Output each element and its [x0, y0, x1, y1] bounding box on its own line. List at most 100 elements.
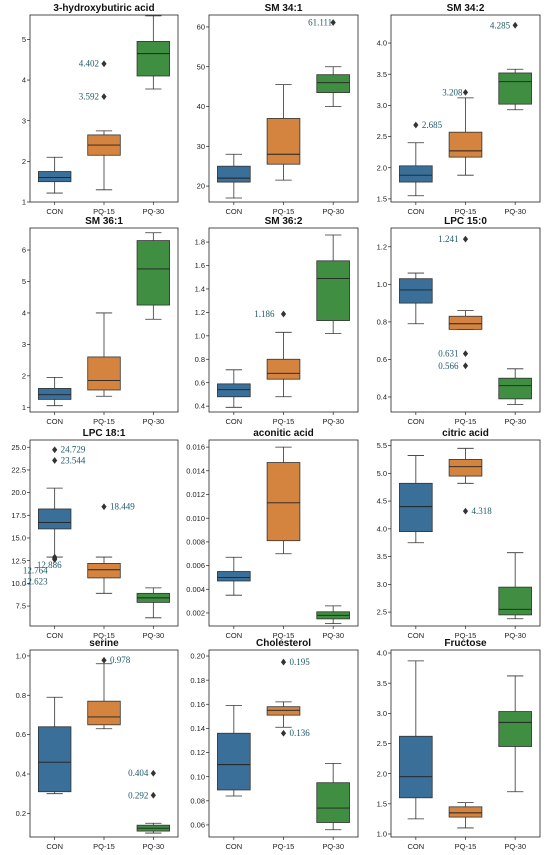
- box-iqr: [498, 377, 532, 400]
- y-tick-label: 5.0: [377, 469, 387, 478]
- box-iqr: [266, 118, 301, 165]
- box-iqr: [37, 508, 72, 530]
- y-tick-label: 0.002: [186, 609, 205, 618]
- box-iqr: [399, 482, 433, 533]
- chart-panel: SM 36:1 1 2 3 4 5 6 CON PQ-15 PQ-30: [22, 216, 179, 426]
- y-tick-label: 4.0: [377, 39, 387, 48]
- chart-title: Fructose: [444, 638, 487, 649]
- y-tick-label: 1.2: [377, 242, 387, 251]
- y-tick-label: 0.012: [186, 490, 205, 499]
- y-tick-label: 0.2: [16, 809, 26, 818]
- y-tick-label: 0.8: [195, 355, 205, 364]
- chart-panel: Cholesterol 0.06 0.08 0.10 0.12 0.14 0.16 0.18 0…: [190, 638, 359, 851]
- outlier-label: 4.318: [472, 506, 493, 516]
- box-iqr: [136, 240, 171, 306]
- box-iqr: [399, 165, 433, 183]
- outlier-point: [52, 556, 58, 563]
- x-tick-label: PQ-15: [273, 842, 295, 851]
- box-iqr: [498, 72, 532, 105]
- outlier-point: [101, 503, 107, 511]
- x-tick-label: PQ-30: [142, 631, 164, 640]
- outlier-label: 24.729: [61, 445, 86, 455]
- box-iqr: [217, 165, 251, 183]
- chart-panel: 3-hydroxybutiric acid 1 2 3 4 5 CON PQ-15 PQ-30 4…: [22, 3, 179, 216]
- outlier-point: [52, 446, 58, 454]
- outlier-point: [462, 89, 469, 96]
- box-iqr: [87, 356, 121, 391]
- x-tick-label: PQ-15: [455, 631, 477, 640]
- x-tick-label: CON: [225, 207, 242, 216]
- outlier-label: 23.544: [61, 455, 86, 465]
- outlier-point: [101, 60, 107, 68]
- outlier-label: 0.195: [290, 657, 311, 667]
- y-tick-label: 6: [22, 246, 26, 255]
- outlier-label: 0.978: [110, 655, 131, 665]
- outlier-point: [462, 235, 469, 243]
- chart-title: citric acid: [442, 428, 489, 439]
- y-tick-label: 4.5: [377, 497, 387, 506]
- x-tick-label: PQ-15: [273, 417, 295, 426]
- chart-panel: SM 34:1 20 30 40 50 60 CON PQ-15 PQ-30 61.111: [197, 3, 359, 216]
- outlier-label: 2.685: [422, 120, 443, 130]
- box-iqr: [87, 562, 121, 579]
- y-tick-label: 10.0: [11, 579, 26, 588]
- box-iqr: [316, 74, 350, 93]
- y-tick-label: 1.0: [377, 830, 387, 839]
- y-tick-label: 0.006: [186, 561, 205, 570]
- chart-title: LPC 18:1: [83, 428, 126, 439]
- chart-panel: Fructose 1.0 1.5 2.0 2.5 3.0 3.5 4.0 CON PQ-15 PQ-…: [377, 638, 541, 851]
- x-tick-label: CON: [225, 417, 242, 426]
- x-tick-label: PQ-15: [93, 207, 115, 216]
- chart-panel: aconitic acid 0.002 0.004 0.006 0.008 0.010 0.…: [186, 428, 359, 640]
- y-tick-label: 2.0: [377, 769, 387, 778]
- outlier-point: [462, 507, 469, 515]
- x-tick-label: PQ-30: [322, 631, 344, 640]
- box-iqr: [37, 171, 72, 183]
- box-iqr: [498, 586, 532, 616]
- outlier-label: 4.285: [490, 20, 511, 30]
- y-tick-label: 0.010: [186, 514, 205, 523]
- outlier-label: 1.241: [438, 234, 458, 244]
- chart-title: SM 34:1: [265, 3, 303, 14]
- outlier-point: [280, 310, 287, 318]
- chart-panel: serine 0.2 0.4 0.6 0.8 1.0 CON PQ-15 PQ-30 0.978 0…: [16, 638, 179, 851]
- y-tick-label: 30: [197, 142, 205, 151]
- y-tick-label: 0.18: [190, 676, 205, 685]
- outlier-point: [150, 791, 156, 799]
- y-tick-label: 0.12: [190, 748, 205, 757]
- y-tick-label: 4.0: [377, 524, 387, 533]
- y-tick-label: 50: [197, 62, 205, 71]
- x-tick-label: PQ-15: [273, 631, 295, 640]
- outlier-label: 3.592: [79, 92, 99, 102]
- x-tick-label: PQ-15: [455, 417, 477, 426]
- chart-panel: LPC 18:1 7.5 10.0 12.5 15.0 17.5 20.0 22.5 25.0 C…: [11, 428, 179, 640]
- y-tick-label: 1: [22, 403, 26, 412]
- y-tick-label: 3.5: [377, 552, 387, 561]
- box-iqr: [448, 315, 483, 330]
- y-tick-label: 15.0: [11, 534, 26, 543]
- y-tick-label: 1.0: [195, 331, 205, 340]
- x-tick-label: CON: [407, 207, 424, 216]
- y-tick-label: 20.0: [11, 488, 26, 497]
- y-tick-label: 3.0: [377, 101, 387, 110]
- y-tick-label: 4: [22, 76, 26, 85]
- box-iqr: [448, 459, 483, 477]
- box-iqr: [217, 383, 251, 398]
- outlier-label: 12.623: [23, 577, 48, 587]
- y-tick-label: 3: [22, 340, 26, 349]
- outlier-label: 12.886: [37, 560, 62, 570]
- y-tick-label: 5: [22, 277, 26, 286]
- box-iqr: [316, 260, 350, 321]
- x-tick-label: PQ-30: [322, 207, 344, 216]
- x-tick-label: PQ-15: [273, 207, 295, 216]
- y-tick-label: 3: [22, 116, 26, 125]
- x-tick-label: PQ-30: [142, 417, 164, 426]
- x-tick-label: CON: [407, 842, 424, 851]
- chart-title: LPC 15:0: [444, 216, 487, 227]
- y-tick-label: 1.0: [16, 652, 26, 661]
- x-tick-label: PQ-15: [93, 417, 115, 426]
- x-tick-label: CON: [46, 631, 63, 640]
- outlier-point: [101, 93, 107, 101]
- x-tick-label: PQ-30: [504, 842, 526, 851]
